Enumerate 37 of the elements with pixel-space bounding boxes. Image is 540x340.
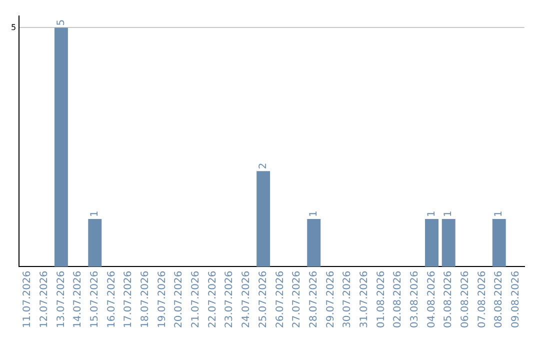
x-tick-label: 27.07.2026: [292, 270, 303, 328]
x-tick-label: 13.07.2026: [56, 270, 67, 328]
x-tick-label: 02.08.2026: [392, 270, 404, 328]
x-tick-label: 17.07.2026: [123, 270, 134, 328]
x-tick-label: 25.07.2026: [258, 270, 269, 328]
data-label: 1: [426, 210, 438, 217]
x-tick-label: 03.08.2026: [410, 270, 420, 328]
x-tick-label: 11.07.2026: [22, 270, 34, 328]
x-tick-label: 12.07.2026: [38, 270, 50, 328]
data-label: 1: [308, 210, 320, 217]
x-tick-label: 31.07.2026: [358, 270, 370, 328]
data-label: 5: [56, 19, 67, 26]
x-tick-label: 04.08.2026: [426, 270, 438, 328]
x-tick-label: 29.07.2026: [325, 270, 336, 328]
x-tick-label: 16.07.2026: [106, 270, 118, 328]
x-tick-label: 30.07.2026: [342, 270, 354, 328]
x-tick-label: 23.07.2026: [224, 270, 236, 328]
x-tick-label: 19.07.2026: [156, 270, 168, 328]
data-label: 2: [258, 162, 269, 170]
x-tick-label: 15.07.2026: [89, 270, 100, 328]
x-tick-label: 01.08.2026: [376, 270, 387, 328]
x-tick-label: 05.08.2026: [443, 270, 454, 328]
x-tick-label: 22.07.2026: [207, 270, 218, 328]
data-label: 1: [443, 210, 454, 217]
data-label: 1: [494, 210, 505, 217]
x-tick-label: 28.07.2026: [308, 270, 320, 328]
x-tick-label: 09.08.2026: [510, 270, 522, 328]
data-label: 1: [89, 210, 100, 217]
x-tick-label: 06.08.2026: [460, 270, 472, 328]
x-tick-label: 20.07.2026: [174, 270, 185, 328]
x-tick-label: 21.07.2026: [190, 270, 202, 328]
x-tick-label: 26.07.2026: [274, 270, 286, 328]
x-tick-label: 08.08.2026: [494, 270, 505, 328]
x-tick-label: 18.07.2026: [140, 270, 152, 328]
x-tick-label: 24.07.2026: [241, 270, 252, 328]
x-tick-label: 07.08.2026: [476, 270, 488, 328]
x-tick-label: 14.07.2026: [72, 270, 84, 328]
